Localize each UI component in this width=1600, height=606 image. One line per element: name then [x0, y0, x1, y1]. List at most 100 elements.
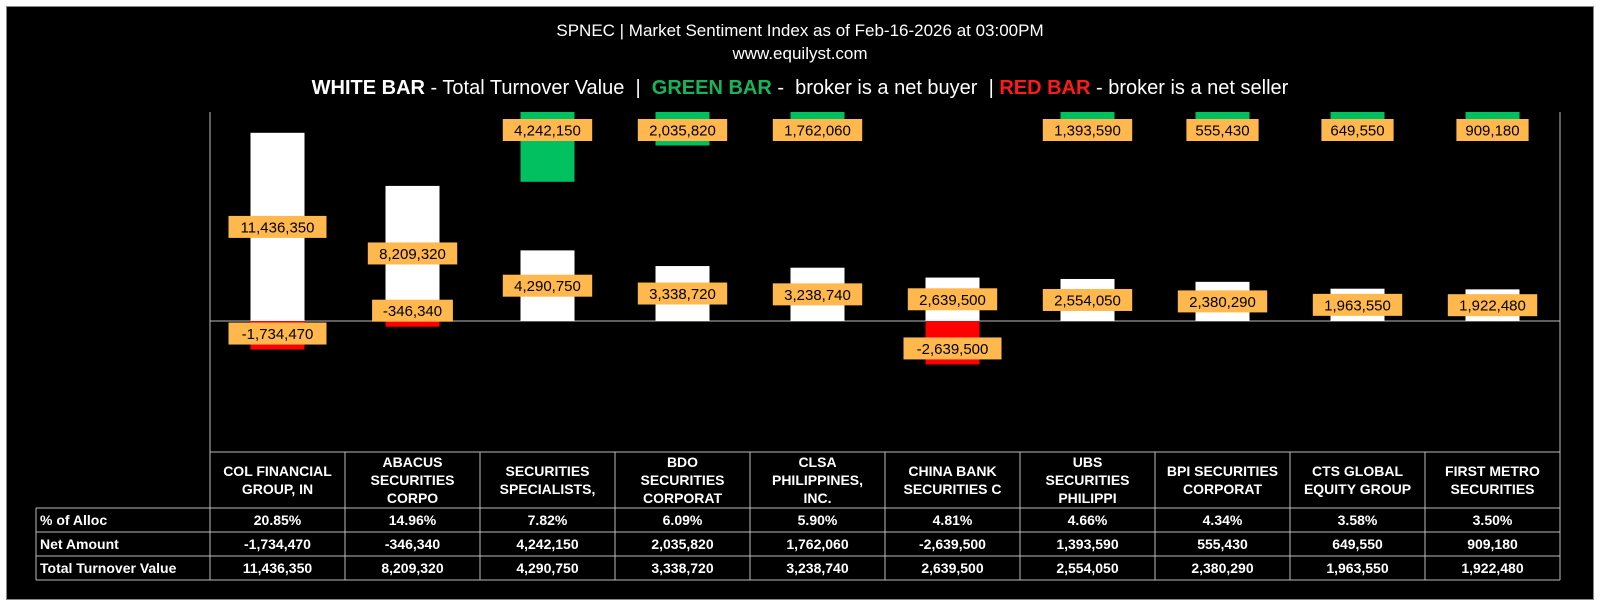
table-cell: 909,180: [1467, 536, 1518, 552]
category-label: BDO: [667, 454, 698, 470]
net-amount-label-box: [372, 299, 453, 322]
category-label: CORPORAT: [643, 490, 723, 506]
category-label: CTS GLOBAL: [1312, 463, 1403, 479]
table-cell: 1,762,060: [786, 536, 848, 552]
category-label: GROUP, IN: [242, 481, 313, 497]
table-cell: 6.09%: [663, 512, 703, 528]
turnover-label-box: [907, 288, 998, 311]
turnover-label: 1,922,480: [1459, 298, 1526, 315]
website-label: www.equilyst.com: [732, 44, 868, 63]
net-amount-label-box: [1456, 119, 1529, 141]
legend-white-text: - Total Turnover Value |: [425, 77, 652, 99]
table-cell: 3.58%: [1338, 512, 1378, 528]
turnover-label-box: [1177, 290, 1268, 313]
turnover-label-box: [772, 283, 863, 306]
turnover-label-box: [637, 282, 728, 305]
net-amount-label-box: [1321, 119, 1394, 141]
category-label: CORPO: [387, 490, 438, 506]
legend-white-label: WHITE BAR: [311, 77, 425, 99]
table-cell: 1,393,590: [1056, 536, 1118, 552]
category-label: CLSA: [798, 454, 836, 470]
net-amount-label-box: [637, 119, 728, 141]
legend-green-text: - broker is a net buyer |: [771, 77, 1000, 99]
net-buyer-bar: [1330, 112, 1385, 123]
category-label: SECURITIES: [370, 472, 454, 488]
net-amount-label: 555,430: [1195, 123, 1249, 140]
category-label: SECURITIES: [640, 472, 724, 488]
table-cell: -2,639,500: [919, 536, 986, 552]
table-cell: 555,430: [1197, 536, 1248, 552]
net-amount-label: 4,242,150: [514, 123, 581, 140]
net-amount-label-box: [502, 119, 593, 141]
turnover-label: 4,290,750: [514, 278, 581, 295]
table-cell: 4.34%: [1203, 512, 1243, 528]
legend-red-label: RED BAR: [999, 77, 1091, 99]
category-label: INC.: [804, 490, 832, 506]
table-cell: 7.82%: [528, 512, 568, 528]
turnover-label: 2,554,050: [1054, 292, 1121, 309]
table-cell: 2,380,290: [1191, 560, 1253, 576]
table-cell: 4,242,150: [516, 536, 578, 552]
table-cell: 8,209,320: [381, 560, 443, 576]
turnover-label: 3,338,720: [649, 286, 716, 303]
table-row-label: % of Alloc: [40, 512, 107, 528]
net-seller-bar: [385, 321, 440, 327]
table-cell: -1,734,470: [244, 536, 311, 552]
category-label: UBS: [1073, 454, 1103, 470]
table-cell: 4,290,750: [516, 560, 578, 576]
table-cell: 1,963,550: [1326, 560, 1388, 576]
turnover-label-box: [1312, 293, 1403, 316]
table-cell: 20.85%: [254, 512, 302, 528]
table-cell: 1,922,480: [1461, 560, 1523, 576]
table-cell: 5.90%: [798, 512, 838, 528]
category-label: FIRST METRO: [1445, 463, 1540, 479]
table-cell: 4.66%: [1068, 512, 1108, 528]
net-amount-label: 1,393,590: [1054, 123, 1121, 140]
net-amount-label: -1,734,470: [242, 326, 314, 343]
category-label: CHINA BANK: [908, 463, 996, 479]
table-cell: -346,340: [385, 536, 440, 552]
category-label: SPECIALISTS,: [500, 481, 596, 497]
turnover-label: 11,436,350: [241, 219, 315, 236]
table-cell: 14.96%: [389, 512, 437, 528]
net-amount-label: -2,639,500: [917, 341, 989, 358]
category-label: PHILIPPINES,: [772, 472, 863, 488]
turnover-label-box: [367, 242, 458, 265]
net-amount-label: 1,762,060: [784, 123, 851, 140]
net-amount-label: 909,180: [1465, 123, 1519, 140]
table-cell: 649,550: [1332, 536, 1383, 552]
category-label: SECURITIES: [1450, 481, 1534, 497]
turnover-label-box: [1447, 294, 1538, 317]
category-label: SECURITIES: [1045, 472, 1129, 488]
category-label: BPI SECURITIES: [1167, 463, 1278, 479]
category-label: COL FINANCIAL: [223, 463, 332, 479]
category-label: SECURITIES C: [903, 481, 1001, 497]
category-label: SECURITIES: [505, 463, 589, 479]
turnover-label: 3,238,740: [784, 287, 851, 304]
legend-green-label: GREEN BAR: [651, 77, 772, 99]
table-cell: 2,639,500: [921, 560, 983, 576]
net-amount-label-box: [772, 119, 863, 141]
net-amount-label: 2,035,820: [649, 123, 716, 140]
net-amount-label-box: [228, 322, 327, 345]
net-buyer-bar: [1195, 112, 1250, 122]
net-amount-label: 649,550: [1330, 123, 1384, 140]
category-label: PHILIPPI: [1058, 490, 1116, 506]
table-cell: 11,436,350: [243, 560, 313, 576]
table-cell: 3,338,720: [651, 560, 713, 576]
turnover-label-box: [1042, 288, 1133, 311]
table-row-label: Total Turnover Value: [40, 560, 177, 576]
category-label: EQUITY GROUP: [1304, 481, 1411, 497]
turnover-label: 2,639,500: [919, 292, 986, 309]
turnover-label-box: [502, 274, 593, 297]
category-label: CORPORAT: [1183, 481, 1263, 497]
category-label: ABACUS: [383, 454, 443, 470]
table-row-label: Net Amount: [40, 536, 119, 552]
net-amount-label-box: [1186, 119, 1259, 141]
net-amount-label: -346,340: [383, 303, 442, 320]
legend: WHITE BAR - Total Turnover Value | GREEN…: [7, 77, 1593, 100]
table-cell: 4.81%: [933, 512, 973, 528]
table-cell: 2,554,050: [1056, 560, 1118, 576]
turnover-label: 8,209,320: [379, 246, 446, 263]
